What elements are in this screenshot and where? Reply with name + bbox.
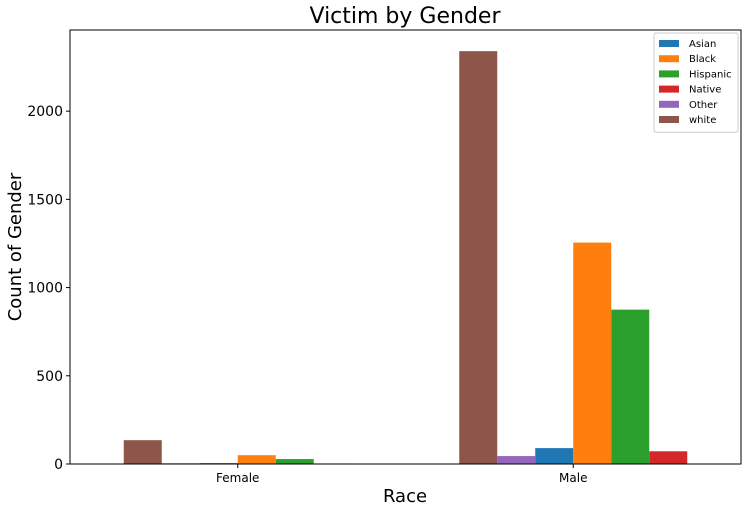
bar-female-white (123, 440, 162, 464)
legend-swatch-hispanic (659, 70, 679, 78)
legend-swatch-native (659, 85, 679, 93)
bar-female-hispanic (275, 459, 314, 464)
legend-label-hispanic: Hispanic (689, 69, 732, 80)
bar-male-other (497, 456, 536, 464)
legend-label-white: white (689, 115, 716, 126)
x-tick-label: Female (216, 471, 259, 485)
legend: Asian Black Hispanic Native Other white (653, 32, 739, 133)
y-axis-title: Count of Gender (5, 172, 26, 321)
x-axis-title: Race (383, 486, 427, 507)
chart-title: Victim by Gender (310, 4, 502, 29)
axes-frame (69, 29, 742, 465)
y-tick-label: 2000 (27, 104, 63, 120)
y-tick-label: 500 (36, 369, 63, 385)
x-tick-label: Male (559, 471, 587, 485)
legend-swatch-other (659, 100, 679, 108)
plot-area: Female Male 0 500 1000 1500 2000 (27, 29, 742, 485)
legend-label-other: Other (689, 100, 718, 111)
legend-label-native: Native (689, 85, 721, 96)
legend-swatch-black (659, 55, 679, 63)
y-tick-label: 1500 (27, 192, 63, 208)
y-tick-label: 1000 (27, 281, 63, 297)
legend-label-asian: Asian (689, 39, 716, 50)
legend-label-black: Black (689, 54, 716, 65)
legend-swatch-white (659, 116, 679, 123)
bar-male-hispanic (611, 309, 650, 464)
y-tick-label: 0 (54, 457, 63, 473)
bar-male-asian (535, 448, 574, 464)
bar-male-white (459, 51, 498, 465)
bar-male-black (573, 242, 612, 464)
bar-male-native (649, 451, 688, 464)
legend-swatch-asian (659, 40, 679, 47)
bar-female-black (237, 455, 276, 464)
